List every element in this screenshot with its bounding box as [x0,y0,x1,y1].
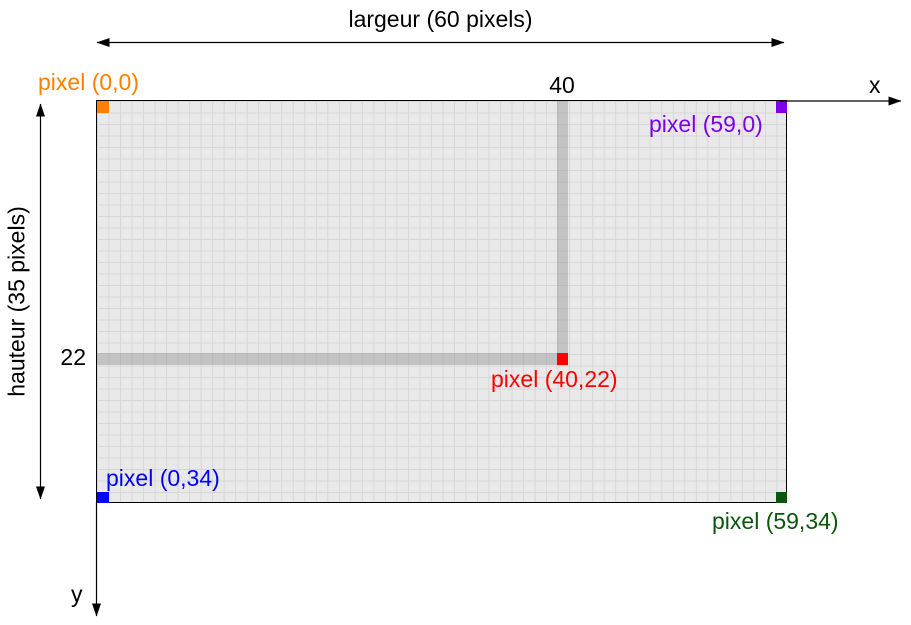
pixel-40-22-label: pixel (40,22) [491,366,618,392]
pixel-0-0-label: pixel (0,0) [38,69,139,95]
row-22-tick-label: 22 [60,344,86,370]
column-40-tick-label: 40 [549,72,575,98]
x-axis-label: x [869,72,881,98]
highlight-column-band [556,101,569,354]
pixel-grid [96,100,787,503]
pixel-59-0-label: pixel (59,0) [649,111,763,137]
highlight-row-band [97,353,557,365]
height-measure-label: hauteur (35 pixels) [3,206,30,397]
pixel-square-59-0 [775,101,787,113]
pixel-square-0-0 [97,101,109,113]
pixel-0-34-label: pixel (0,34) [106,465,220,491]
pixel-square-59-34 [775,491,787,503]
pixel-59-34-label: pixel (59,34) [712,508,839,534]
width-measure-label: largeur (60 pixels) [348,6,533,32]
pixel-square-40-22 [556,353,569,365]
pixel-square-0-34 [97,491,109,503]
y-axis-label: y [71,581,83,607]
